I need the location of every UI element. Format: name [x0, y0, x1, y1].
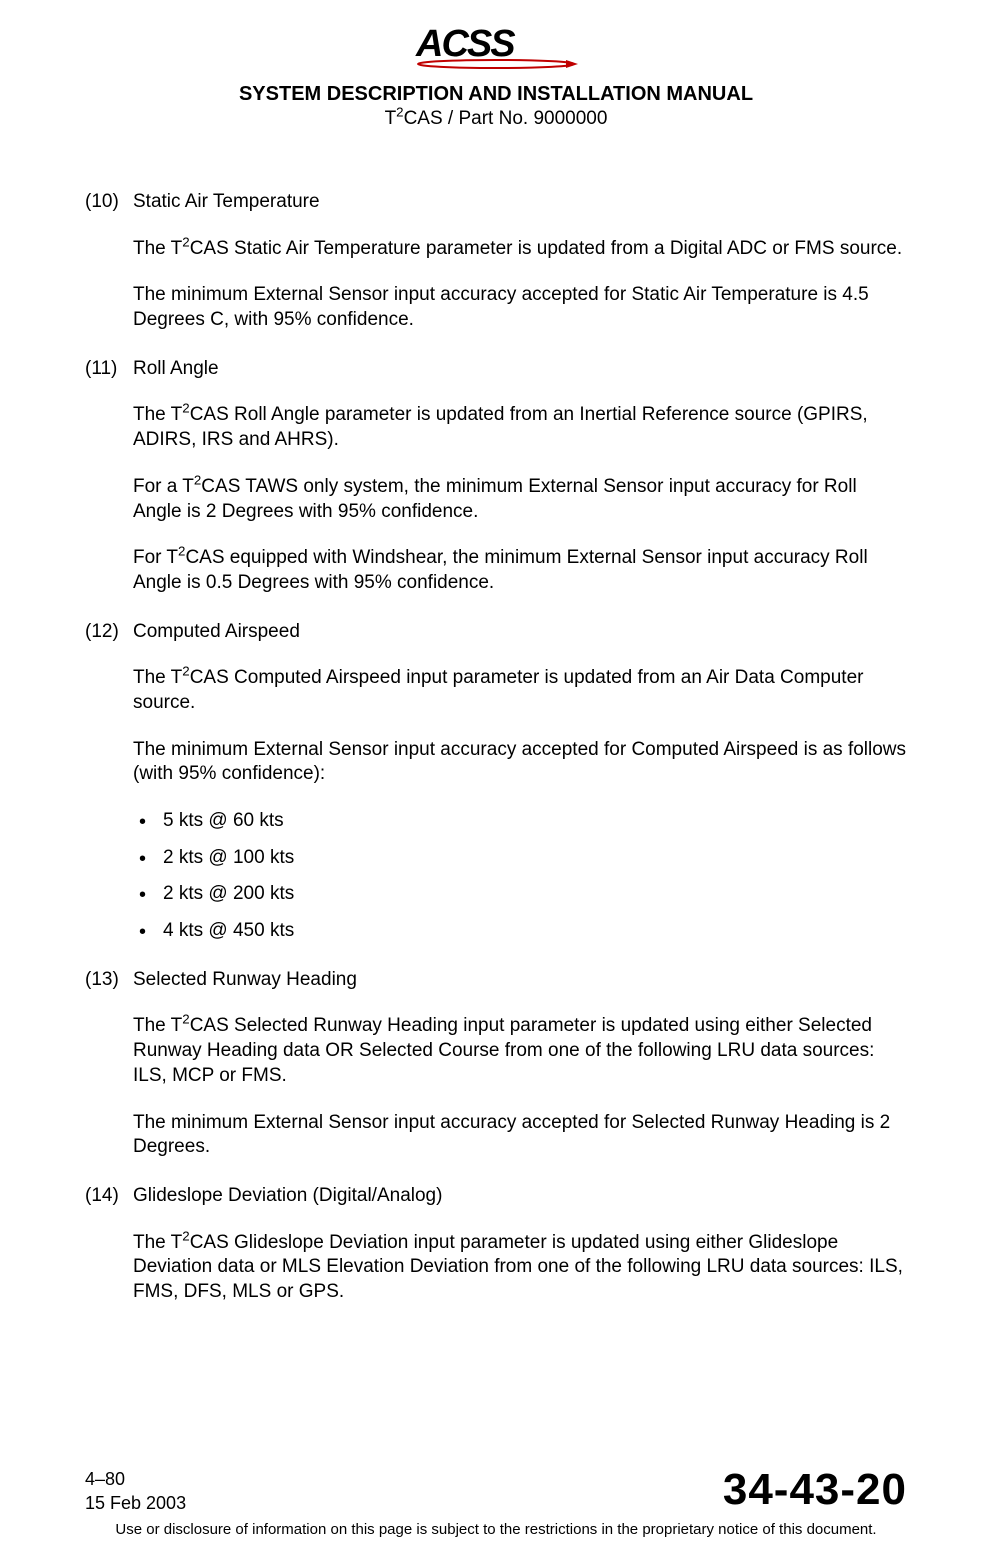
footer-left: 4–80 15 Feb 2003	[85, 1468, 186, 1515]
section-heading: (13)Selected Runway Heading	[85, 968, 907, 993]
section-title: Static Air Temperature	[133, 191, 320, 212]
section-13: (13)Selected Runway Heading The T2CAS Se…	[85, 968, 907, 1160]
section-heading: (14)Glideslope Deviation (Digital/Analog…	[85, 1184, 907, 1209]
acss-logo: ACSS	[406, 20, 586, 75]
section-heading: (11)Roll Angle	[85, 357, 907, 382]
paragraph: For T2CAS equipped with Windshear, the m…	[133, 546, 907, 595]
section-body: The T2CAS Glideslope Deviation input par…	[133, 1231, 907, 1305]
section-number: (11)	[85, 357, 133, 382]
section-body: The T2CAS Roll Angle parameter is update…	[133, 403, 907, 595]
proprietary-notice: Use or disclosure of information on this…	[85, 1521, 907, 1538]
list-item: 2 kts @ 100 kts	[133, 846, 907, 871]
section-heading: (10)Static Air Temperature	[85, 190, 907, 215]
section-title: Selected Runway Heading	[133, 969, 357, 990]
paragraph: The T2CAS Glideslope Deviation input par…	[133, 1231, 907, 1305]
section-number: (14)	[85, 1184, 133, 1209]
page-date: 15 Feb 2003	[85, 1492, 186, 1515]
list-item: 4 kts @ 450 kts	[133, 919, 907, 944]
section-11: (11)Roll Angle The T2CAS Roll Angle para…	[85, 357, 907, 596]
section-body: The T2CAS Static Air Temperature paramet…	[133, 237, 907, 333]
section-number: (13)	[85, 968, 133, 993]
paragraph: The minimum External Sensor input accura…	[133, 1111, 907, 1160]
list-item: 5 kts @ 60 kts	[133, 809, 907, 834]
paragraph: The T2CAS Roll Angle parameter is update…	[133, 403, 907, 452]
list-item: 2 kts @ 200 kts	[133, 882, 907, 907]
page-footer: 4–80 15 Feb 2003 34-43-20 Use or disclos…	[0, 1465, 992, 1538]
paragraph: The minimum External Sensor input accura…	[133, 738, 907, 787]
paragraph: The minimum External Sensor input accura…	[133, 283, 907, 332]
section-10: (10)Static Air Temperature The T2CAS Sta…	[85, 190, 907, 333]
page-header: ACSS SYSTEM DESCRIPTION AND INSTALLATION…	[85, 0, 907, 130]
section-title: Computed Airspeed	[133, 621, 300, 642]
paragraph: The T2CAS Static Air Temperature paramet…	[133, 237, 907, 262]
bullet-list: 5 kts @ 60 kts 2 kts @ 100 kts 2 kts @ 2…	[133, 809, 907, 944]
paragraph: The T2CAS Selected Runway Heading input …	[133, 1014, 907, 1088]
part-number: T2CAS / Part No. 9000000	[85, 108, 907, 130]
section-body: The T2CAS Selected Runway Heading input …	[133, 1014, 907, 1159]
document-number: 34-43-20	[723, 1465, 907, 1515]
manual-title: SYSTEM DESCRIPTION AND INSTALLATION MANU…	[85, 83, 907, 106]
document-content: (10)Static Air Temperature The T2CAS Sta…	[85, 190, 907, 1305]
section-title: Glideslope Deviation (Digital/Analog)	[133, 1185, 442, 1206]
section-14: (14)Glideslope Deviation (Digital/Analog…	[85, 1184, 907, 1305]
section-number: (12)	[85, 620, 133, 645]
section-number: (10)	[85, 190, 133, 215]
section-heading: (12)Computed Airspeed	[85, 620, 907, 645]
page-number: 4–80	[85, 1468, 186, 1491]
paragraph: The T2CAS Computed Airspeed input parame…	[133, 666, 907, 715]
section-title: Roll Angle	[133, 358, 219, 379]
svg-text:ACSS: ACSS	[415, 23, 515, 65]
section-body: The T2CAS Computed Airspeed input parame…	[133, 666, 907, 944]
section-12: (12)Computed Airspeed The T2CAS Computed…	[85, 620, 907, 944]
footer-row: 4–80 15 Feb 2003 34-43-20	[85, 1465, 907, 1515]
paragraph: For a T2CAS TAWS only system, the minimu…	[133, 475, 907, 524]
